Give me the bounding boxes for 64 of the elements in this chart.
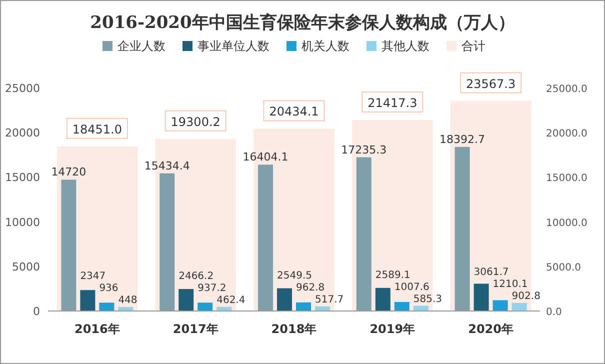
bar [160, 173, 175, 311]
legend-label: 其他人数 [382, 39, 430, 53]
data-label: 17235.3 [341, 143, 387, 156]
data-label: 14720 [51, 166, 86, 179]
bar [178, 289, 194, 311]
bar [61, 180, 76, 311]
legend-label: 机关人数 [302, 39, 350, 53]
bar [375, 288, 390, 311]
data-label: 2549.5 [277, 270, 312, 282]
legend-label: 企业人数 [118, 39, 166, 53]
y-tick-label: 20000 [5, 126, 40, 140]
x-tick-label: 2018年 [271, 322, 317, 336]
y2-tick-label: 15000.0 [546, 173, 588, 184]
data-label: 20434.1 [269, 104, 319, 119]
x-tick-label: 2020年 [468, 322, 514, 336]
y-tick-label: 25000 [5, 82, 40, 95]
bar [80, 290, 96, 311]
data-label: 18392.7 [440, 132, 486, 146]
x-tick-label: 2019年 [370, 322, 416, 336]
bar [198, 302, 213, 311]
data-label: 21417.3 [368, 96, 418, 110]
data-label: 15434.4 [144, 159, 190, 172]
bar [454, 146, 470, 311]
legend-label: 合计 [462, 39, 486, 53]
bar [296, 302, 311, 311]
data-label: 2347 [80, 271, 106, 282]
x-tick-label: 2017年 [172, 322, 218, 336]
data-label: 585.3 [413, 294, 442, 305]
bar [394, 302, 410, 311]
y-tick-label: 10000 [5, 216, 40, 229]
data-label: 16404.1 [242, 150, 288, 164]
data-label: 1007.6 [394, 282, 430, 293]
x-tick-label: 2016年 [74, 322, 120, 336]
data-label: 517.7 [315, 294, 344, 306]
data-label: 462.4 [216, 294, 246, 306]
bar [277, 288, 292, 311]
data-label: 937.2 [198, 282, 226, 294]
y2-tick-label: 25000.0 [546, 84, 588, 95]
data-label: 448 [118, 295, 138, 306]
bar [492, 300, 508, 311]
data-label: 936 [99, 283, 118, 294]
y-tick-label: 0 [33, 305, 40, 318]
data-label: 902.8 [512, 290, 540, 302]
data-label: 2589.1 [375, 270, 410, 281]
y2-tick-label: 10000.0 [546, 218, 588, 229]
bar [99, 302, 114, 311]
y2-tick-label: 20000.0 [546, 128, 588, 140]
data-label: 23567.3 [466, 76, 516, 91]
bar [512, 302, 527, 311]
data-label: 962.8 [296, 282, 325, 294]
data-label: 3061.7 [474, 266, 509, 278]
data-label: 2466.2 [178, 270, 214, 282]
data-label: 1210.1 [492, 278, 528, 290]
y2-tick-label: 5000.0 [546, 262, 581, 274]
bar [258, 164, 273, 311]
y-tick-label: 5000 [12, 260, 40, 274]
bar [356, 157, 372, 311]
data-label: 18451.0 [72, 122, 122, 136]
y-tick-label: 15000 [5, 171, 40, 184]
y2-tick-label: 0.0 [546, 307, 562, 318]
bar [474, 284, 489, 311]
legend-label: 事业单位人数 [198, 39, 270, 53]
chart-title: 2016-2020年中国生育保险年末参保人数构成（万人） [90, 12, 515, 33]
data-label: 19300.2 [170, 114, 220, 129]
